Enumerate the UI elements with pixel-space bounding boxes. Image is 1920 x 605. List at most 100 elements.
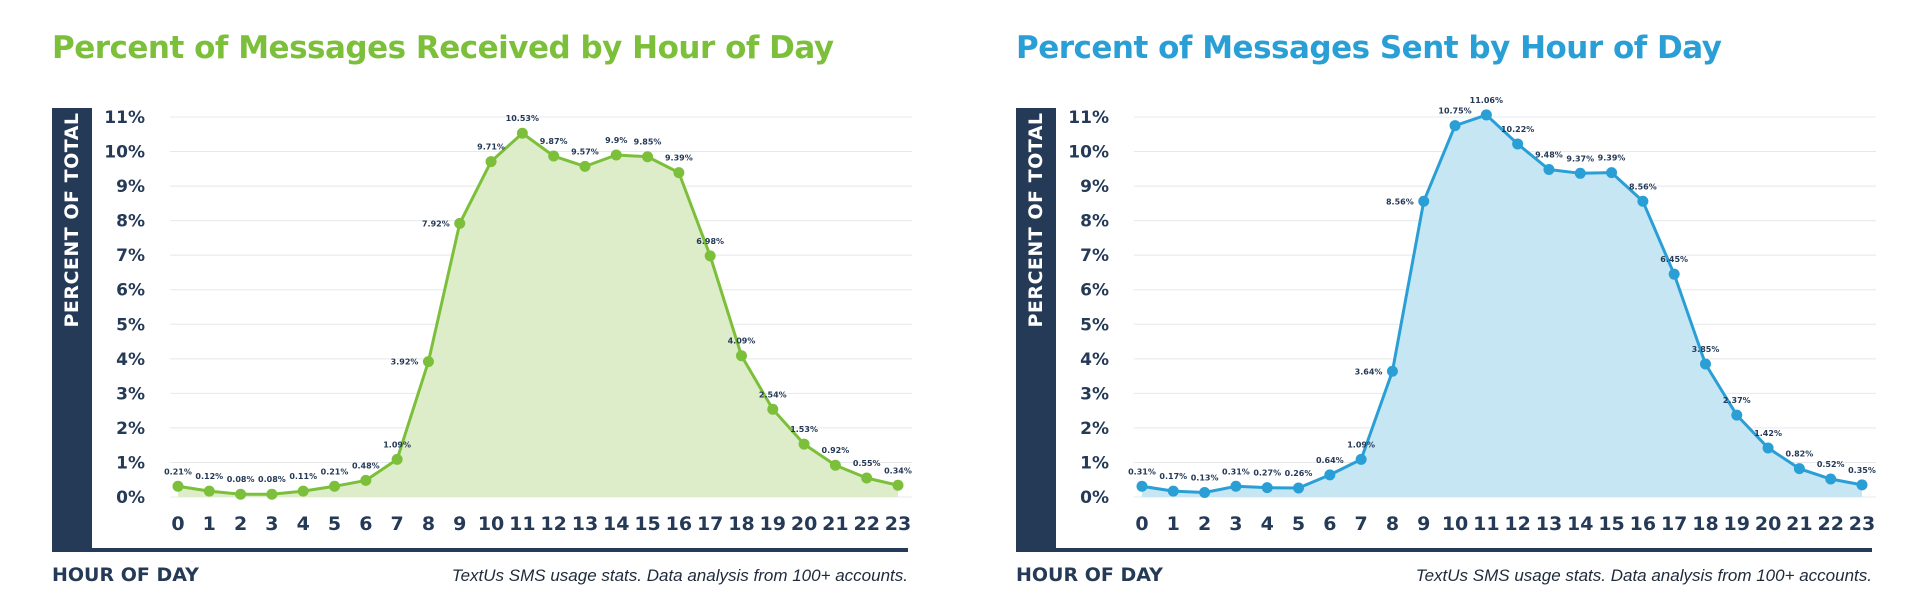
data-label: 11.06% (1470, 96, 1503, 105)
data-label: 1.09% (1347, 440, 1375, 449)
data-point (422, 356, 434, 368)
data-label: 0.35% (1848, 466, 1876, 475)
data-point (266, 488, 278, 500)
x-tick-label: 9 (453, 513, 466, 535)
data-point (1793, 463, 1805, 475)
series-area (178, 133, 898, 497)
data-label: 0.31% (1222, 467, 1250, 476)
data-label: 0.64% (1316, 456, 1344, 465)
data-point (1543, 164, 1555, 176)
data-label: 2.54% (759, 390, 787, 399)
data-label: 6.45% (1660, 255, 1688, 264)
data-label: 0.52% (1817, 460, 1845, 469)
data-label: 9.9% (605, 136, 627, 145)
x-tick-label: 15 (1598, 513, 1624, 535)
data-point (329, 480, 341, 492)
x-tick-label: 18 (1692, 513, 1718, 535)
x-axis-baseline (52, 548, 908, 552)
data-point (1512, 138, 1524, 150)
x-tick-label: 4 (1261, 513, 1274, 535)
data-label: 0.82% (1786, 450, 1814, 459)
y-tick-label: 8% (116, 212, 145, 232)
series-area (1142, 114, 1862, 497)
data-point (1386, 365, 1398, 377)
x-tick-label: 23 (885, 513, 911, 535)
x-tick-label: 6 (1323, 513, 1336, 535)
data-point (548, 150, 560, 162)
x-tick-label: 8 (1386, 513, 1399, 535)
data-point (579, 160, 591, 172)
x-tick-label: 3 (265, 513, 278, 535)
y-tick-label: 7% (116, 246, 145, 266)
x-axis-label: HOUR OF DAY (1016, 564, 1163, 586)
data-point (704, 250, 716, 262)
y-tick-label: 4% (1080, 350, 1109, 370)
y-tick-label: 4% (116, 350, 145, 370)
data-label: 8.56% (1629, 182, 1657, 191)
data-label: 0.12% (195, 472, 223, 481)
x-tick-label: 17 (1661, 513, 1687, 535)
data-label: 0.13% (1191, 474, 1219, 483)
x-tick-label: 21 (822, 513, 848, 535)
y-axis-band (52, 108, 92, 550)
data-label: 0.27% (1253, 469, 1281, 478)
data-label: 0.08% (227, 475, 255, 484)
data-label: 9.71% (477, 143, 505, 152)
x-tick-label: 23 (1849, 513, 1875, 535)
data-label: 9.48% (1535, 151, 1563, 160)
x-axis-label: HOUR OF DAY (52, 564, 199, 586)
data-point (1825, 473, 1837, 485)
data-label: 9.39% (1598, 154, 1626, 163)
y-tick-label: 10% (104, 143, 145, 163)
data-label: 9.57% (571, 147, 599, 156)
data-point (1324, 469, 1336, 481)
y-tick-label: 9% (1080, 177, 1109, 197)
y-tick-label: 1% (1080, 453, 1109, 473)
data-label: 1.42% (1754, 429, 1782, 438)
x-tick-label: 22 (1817, 513, 1843, 535)
x-tick-label: 7 (391, 513, 404, 535)
y-tick-label: 0% (116, 488, 145, 508)
data-point (610, 149, 622, 161)
data-label: 0.17% (1159, 472, 1187, 481)
data-point (767, 403, 779, 415)
y-tick-label: 10% (1068, 143, 1109, 163)
data-point (360, 474, 372, 486)
data-point (172, 480, 184, 492)
data-label: 6.98% (696, 237, 724, 246)
x-tick-label: 0 (1135, 513, 1148, 535)
y-tick-label: 9% (116, 177, 145, 197)
data-point (1230, 480, 1242, 492)
data-point (485, 156, 497, 168)
x-tick-label: 1 (1167, 513, 1180, 535)
source-note: TextUs SMS usage stats. Data analysis fr… (1415, 566, 1872, 585)
data-point (1637, 195, 1649, 207)
x-tick-label: 13 (572, 513, 598, 535)
data-point (1136, 480, 1148, 492)
data-point (1418, 195, 1430, 207)
x-tick-label: 12 (1504, 513, 1530, 535)
y-tick-label: 7% (1080, 246, 1109, 266)
data-label: 7.92% (422, 219, 450, 228)
data-label: 0.21% (164, 467, 192, 476)
x-tick-label: 19 (760, 513, 786, 535)
data-point (1731, 409, 1743, 421)
data-point (454, 217, 466, 229)
data-label: 2.37% (1723, 396, 1751, 405)
x-tick-label: 5 (328, 513, 341, 535)
data-label: 0.55% (853, 459, 881, 468)
data-label: 0.11% (289, 472, 317, 481)
data-label: 1.53% (790, 425, 818, 434)
data-label: 4.09% (728, 337, 756, 346)
data-label: 0.48% (352, 461, 380, 470)
data-point (1449, 120, 1461, 132)
x-tick-label: 18 (728, 513, 754, 535)
plot-area: 0%1%2%3%4%5%6%7%8%9%10%11%0.21%0.12% 0.08… (104, 108, 912, 535)
data-point (642, 151, 654, 163)
x-tick-label: 20 (1755, 513, 1781, 535)
y-tick-label: 2% (116, 419, 145, 439)
x-tick-label: 12 (540, 513, 566, 535)
y-tick-label: 6% (1080, 281, 1109, 301)
data-label: 0.08% (258, 475, 286, 484)
data-point (1293, 482, 1305, 494)
